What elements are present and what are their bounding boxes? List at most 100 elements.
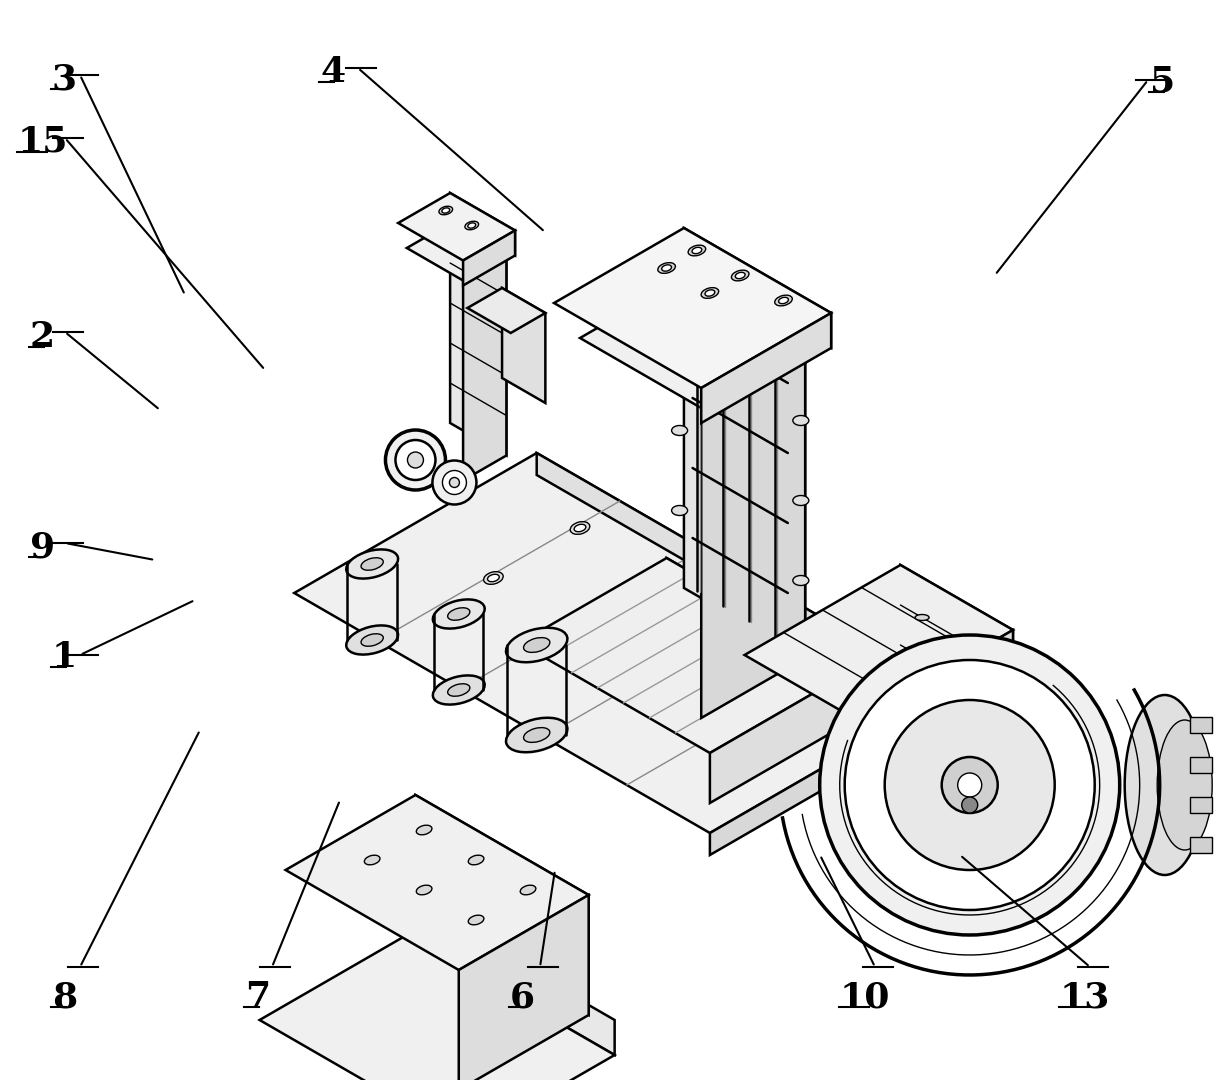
Ellipse shape [662,265,672,271]
Ellipse shape [438,206,453,215]
Ellipse shape [468,855,484,865]
Ellipse shape [575,524,586,531]
Ellipse shape [506,718,567,753]
Text: 8: 8 [52,980,77,1014]
Circle shape [408,453,424,468]
Text: 1: 1 [52,640,77,674]
Ellipse shape [365,855,379,865]
Bar [1190,717,1212,733]
Ellipse shape [672,346,688,355]
Ellipse shape [468,222,475,228]
Ellipse shape [775,295,792,306]
Polygon shape [463,230,515,285]
Ellipse shape [448,684,470,697]
Polygon shape [286,795,588,970]
Ellipse shape [416,825,432,835]
Polygon shape [857,630,1013,880]
Bar [1190,837,1212,853]
Ellipse shape [779,297,788,303]
Polygon shape [295,453,953,833]
Polygon shape [537,453,953,715]
Polygon shape [451,222,506,456]
Text: 3: 3 [52,62,77,96]
Polygon shape [406,222,506,281]
Ellipse shape [915,660,930,665]
Ellipse shape [793,496,809,505]
Circle shape [958,773,981,797]
Ellipse shape [958,639,973,646]
Ellipse shape [346,550,398,579]
Ellipse shape [465,221,479,230]
Ellipse shape [743,622,763,634]
Text: 2: 2 [29,320,55,354]
Polygon shape [554,228,831,388]
Ellipse shape [432,599,485,629]
Ellipse shape [958,685,973,690]
Ellipse shape [1125,696,1205,875]
Ellipse shape [657,571,677,584]
Polygon shape [667,558,857,718]
Ellipse shape [521,886,535,895]
Ellipse shape [993,660,1007,665]
Ellipse shape [672,426,688,435]
Ellipse shape [575,624,586,632]
Ellipse shape [915,704,930,711]
Polygon shape [463,256,506,481]
Circle shape [386,430,446,490]
Ellipse shape [468,915,484,924]
Circle shape [962,797,977,813]
Bar [1190,757,1212,773]
Ellipse shape [793,576,809,585]
Ellipse shape [958,729,973,735]
Text: 4: 4 [321,55,345,89]
Polygon shape [415,795,588,1015]
Polygon shape [701,313,831,423]
Ellipse shape [416,886,432,895]
Text: 15: 15 [18,125,69,159]
Polygon shape [580,278,806,408]
Text: 7: 7 [246,980,270,1014]
Ellipse shape [506,627,567,662]
Polygon shape [684,228,831,348]
Ellipse shape [570,622,589,634]
Ellipse shape [661,575,673,582]
Circle shape [942,757,997,813]
Circle shape [884,700,1055,870]
Text: 13: 13 [1060,980,1110,1014]
Polygon shape [701,348,806,718]
Polygon shape [900,565,1013,789]
Polygon shape [519,558,857,753]
Ellipse shape [448,608,470,620]
Ellipse shape [688,245,706,256]
Circle shape [395,440,436,480]
Polygon shape [502,288,545,403]
Polygon shape [259,935,615,1080]
Ellipse shape [488,575,500,582]
Circle shape [442,471,467,495]
Ellipse shape [658,262,675,273]
Polygon shape [406,900,615,1055]
Ellipse shape [748,624,759,632]
Ellipse shape [361,634,383,646]
Ellipse shape [432,675,485,704]
Ellipse shape [993,704,1007,711]
Ellipse shape [672,505,688,515]
Polygon shape [744,565,1013,720]
Polygon shape [468,288,545,333]
Text: 6: 6 [510,980,535,1014]
Ellipse shape [993,750,1007,756]
Ellipse shape [701,287,718,298]
Polygon shape [684,278,806,658]
Ellipse shape [523,728,550,742]
Ellipse shape [915,615,930,621]
Polygon shape [451,193,515,256]
Ellipse shape [361,557,383,570]
Polygon shape [459,895,588,1080]
Ellipse shape [484,571,503,584]
Polygon shape [398,193,515,260]
Ellipse shape [1157,720,1212,850]
Circle shape [449,477,459,487]
Text: 5: 5 [1149,65,1175,99]
Circle shape [820,635,1120,935]
Polygon shape [710,693,953,855]
